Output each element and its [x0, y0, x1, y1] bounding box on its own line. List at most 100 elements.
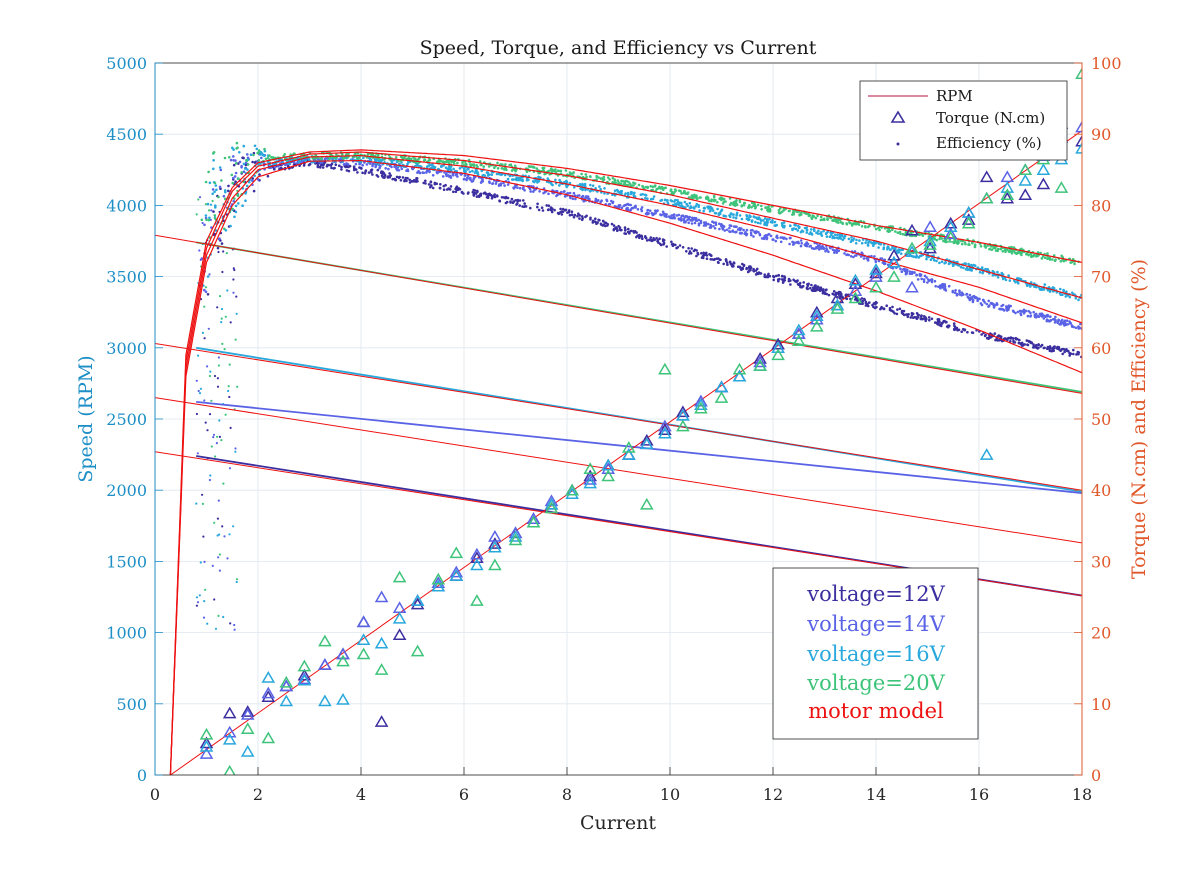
efficiency-dot	[200, 218, 204, 222]
efficiency-dot	[835, 236, 839, 239]
torque-marker-14v	[336, 647, 350, 660]
efficiency-dot	[330, 166, 333, 170]
efficiency-dot	[445, 188, 449, 191]
efficiency-dot	[743, 201, 747, 205]
efficiency-dot	[1063, 320, 1066, 324]
efficiency-dot	[463, 174, 467, 177]
efficiency-dot	[213, 214, 217, 217]
motor-model-label: motor model	[808, 699, 944, 723]
efficiency-dot	[850, 236, 853, 239]
efficiency-dot	[422, 159, 426, 162]
efficiency-dot	[677, 213, 681, 217]
efficiency-dot	[998, 307, 1001, 311]
torque-marker-12v	[1000, 191, 1015, 204]
efficiency-dot	[677, 218, 681, 221]
efficiency-dot	[1078, 326, 1081, 330]
efficiency-dot	[363, 161, 366, 164]
x-tick-label: 2	[253, 785, 263, 804]
efficiency-dot	[223, 156, 227, 160]
efficiency-dot	[901, 232, 905, 236]
efficiency-dot	[708, 253, 711, 256]
efficiency-dot	[699, 221, 703, 225]
efficiency-dot	[792, 243, 795, 246]
efficiency-dot	[915, 317, 919, 321]
torque-marker-14v	[544, 494, 559, 507]
efficiency-dot	[825, 235, 829, 238]
efficiency-dot	[777, 209, 781, 212]
efficiency-dot	[656, 209, 659, 212]
efficiency-dot	[695, 197, 699, 200]
efficiency-dot	[963, 328, 966, 332]
efficiency-dot	[910, 272, 914, 276]
efficiency-dot	[777, 211, 781, 214]
efficiency-dot	[1022, 308, 1026, 312]
efficiency-dot	[365, 163, 369, 166]
efficiency-dot	[701, 254, 705, 258]
efficiency-dot	[940, 237, 944, 240]
efficiency-dot	[618, 228, 621, 231]
efficiency-dot	[589, 218, 592, 221]
efficiency-dot	[810, 232, 814, 236]
efficiency-dot	[1007, 274, 1010, 278]
efficiency-dot	[449, 169, 453, 172]
efficiency-dot	[510, 197, 514, 201]
efficiency-dot	[925, 276, 928, 279]
y-right-tick-label: 10	[1091, 695, 1111, 714]
efficiency-dot	[849, 254, 853, 258]
voltage-label-12v: voltage=12V	[806, 582, 945, 606]
efficiency-dot	[627, 180, 630, 184]
efficiency-dot	[708, 205, 711, 209]
efficiency-dot	[1042, 346, 1046, 350]
efficiency-dot	[925, 317, 928, 321]
efficiency-dot	[570, 210, 574, 213]
efficiency-dot	[854, 242, 858, 245]
efficiency-dot	[662, 239, 666, 242]
torque-marker-16v	[1018, 174, 1033, 186]
torque-marker-14v	[356, 615, 371, 628]
efficiency-dot	[1029, 311, 1032, 315]
efficiency-dot	[915, 273, 918, 277]
efficiency-dot	[547, 169, 550, 173]
efficiency-dot	[462, 177, 466, 181]
y-axis-label-left: Speed (RPM)	[75, 355, 97, 482]
efficiency-dot	[805, 226, 808, 229]
efficiency-dot	[638, 236, 641, 240]
efficiency-dot	[740, 204, 743, 208]
efficiency-dot	[948, 324, 951, 328]
efficiency-dot	[236, 385, 239, 388]
efficiency-dot	[846, 253, 849, 256]
efficiency-dot	[773, 224, 777, 227]
efficiency-dot	[458, 167, 462, 170]
efficiency-dot	[613, 178, 617, 181]
efficiency-dot	[429, 180, 433, 184]
efficiency-dot	[716, 260, 720, 264]
efficiency-dot	[233, 215, 236, 219]
efficiency-dot	[781, 236, 784, 239]
efficiency-dot	[651, 185, 655, 188]
efficiency-dot	[725, 228, 729, 232]
efficiency-dot	[386, 175, 390, 178]
x-tick-label: 14	[866, 785, 886, 804]
efficiency-dot	[537, 208, 541, 212]
torque-marker-16v	[297, 673, 312, 686]
efficiency-dot	[441, 160, 445, 163]
efficiency-dot	[781, 210, 784, 213]
torque-marker-14v	[374, 590, 389, 603]
efficiency-dot	[232, 148, 235, 151]
efficiency-dot	[1036, 347, 1039, 350]
efficiency-dot	[858, 239, 861, 242]
efficiency-dot	[714, 221, 718, 224]
efficiency-dot	[830, 233, 833, 237]
torque-marker-14v	[222, 725, 237, 738]
efficiency-dot	[627, 203, 631, 206]
y-left-tick-label: 0	[137, 766, 147, 785]
efficiency-dot	[1009, 304, 1012, 308]
efficiency-dot	[340, 165, 343, 169]
efficiency-dot	[394, 156, 398, 159]
efficiency-dot	[234, 180, 237, 183]
efficiency-dot	[220, 317, 223, 320]
efficiency-dot	[874, 227, 878, 231]
efficiency-dot	[979, 245, 983, 248]
efficiency-dot	[816, 246, 819, 250]
efficiency-dot	[627, 232, 631, 235]
